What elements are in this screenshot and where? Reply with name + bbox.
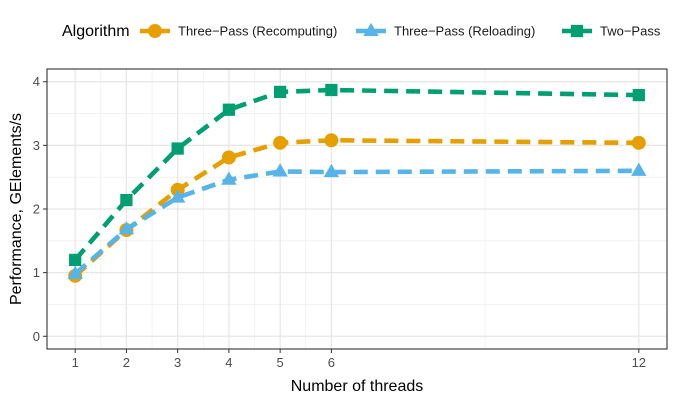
data-point	[272, 163, 288, 177]
legend-key-marker	[570, 24, 584, 38]
legend-item: Two−Pass	[562, 24, 661, 39]
data-point	[118, 221, 135, 235]
x-tick-label: 3	[174, 355, 181, 370]
data-point	[324, 133, 339, 148]
data-point	[221, 171, 237, 185]
data-point	[67, 265, 83, 279]
data-point	[69, 253, 82, 267]
legend: Algorithm Three−Pass (Recomputing) Three−…	[62, 22, 661, 40]
y-tick-label: 4	[33, 74, 40, 89]
y-tick-label: 2	[33, 202, 40, 217]
x-tick-label: 5	[277, 355, 284, 370]
data-point	[631, 162, 647, 176]
x-tick-label: 2	[123, 355, 130, 370]
data-point	[325, 83, 338, 97]
legend-key-marker	[148, 24, 162, 38]
legend-label: Three−Pass (Recomputing)	[178, 24, 337, 39]
x-tick-label: 12	[632, 355, 646, 370]
y-axis-title: Performance, GElements/s	[8, 113, 25, 305]
data-point	[274, 85, 287, 99]
x-axis-title: Number of threads	[291, 378, 424, 395]
series-3	[69, 83, 645, 267]
x-tick-label: 1	[72, 355, 79, 370]
y-tick-label: 0	[33, 329, 40, 344]
x-tick-label: 4	[225, 355, 232, 370]
axes: Number of threads Performance, GElements…	[8, 74, 646, 395]
legend-item: Three−Pass (Recomputing)	[140, 24, 337, 39]
y-tick-label: 1	[33, 265, 40, 280]
data-point	[221, 150, 236, 165]
data-point	[169, 189, 186, 203]
data-point	[120, 193, 133, 207]
legend-key-marker	[363, 22, 379, 37]
data-point	[222, 103, 236, 116]
legend-label: Two−Pass	[600, 24, 661, 39]
plot-panel	[46, 68, 668, 350]
data-point	[323, 163, 340, 178]
data-point	[171, 142, 184, 155]
x-tick-label: 6	[328, 355, 335, 370]
series-2	[67, 162, 647, 279]
data-point	[631, 135, 646, 150]
series-layer	[67, 83, 647, 283]
data-point	[273, 135, 288, 150]
legend-title: Algorithm	[62, 23, 130, 40]
legend-item: Three−Pass (Reloading)	[356, 22, 535, 39]
legend-label: Three−Pass (Reloading)	[394, 24, 535, 39]
y-tick-label: 3	[33, 138, 40, 153]
data-point	[632, 88, 645, 102]
